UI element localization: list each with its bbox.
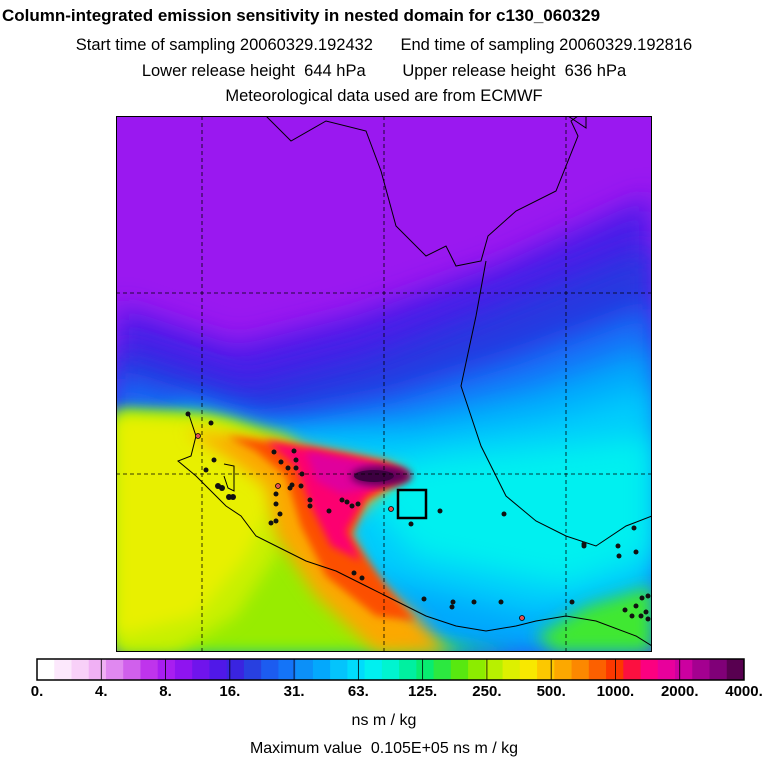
colorbar-cell — [519, 659, 538, 680]
colorbar-cell — [192, 659, 210, 680]
colorbar-cell — [37, 659, 55, 680]
colorbar-tick-label: 250. — [472, 683, 502, 700]
colorbar-cell — [364, 659, 383, 680]
colorbar-cell — [123, 659, 141, 680]
map-frame — [116, 116, 652, 652]
coastlines — [177, 116, 652, 647]
colorbar-cell — [588, 659, 607, 680]
colorbar-units: ns m / kg — [351, 712, 417, 729]
colorbar-tick-label: 8. — [159, 683, 172, 700]
colorbar-cell — [709, 659, 728, 680]
colorbar-cell — [640, 659, 659, 680]
colorbar-cell — [278, 659, 297, 680]
colorbar-cells — [36, 659, 745, 680]
colorbar-cell — [140, 659, 159, 680]
colorbar-cell — [502, 659, 521, 680]
colorbar-cell — [571, 659, 590, 680]
colorbar-cell — [243, 659, 262, 680]
chart-title: Column-integrated emission sensitivity i… — [2, 6, 601, 25]
colorbar-cell — [554, 659, 573, 680]
colorbar-cell — [54, 659, 72, 680]
colorbar-cell — [261, 659, 279, 680]
station-points-highlight — [195, 433, 525, 621]
colorbar-cell — [330, 659, 348, 680]
colorbar-cell — [485, 659, 504, 680]
station-points — [185, 411, 651, 622]
colorbar-cell — [675, 659, 693, 680]
colorbar-cell — [209, 659, 228, 680]
colorbar-cell — [692, 659, 711, 680]
colorbar-cell — [381, 659, 400, 680]
colorbar-tick-label: 0. — [30, 683, 44, 700]
release-height-line: Lower release height 644 hPa Upper relea… — [141, 62, 627, 80]
colorbar-frame — [36, 658, 745, 681]
colorbar-cell — [174, 659, 193, 680]
colorbar-tick-label: 2000. — [660, 683, 699, 700]
receptor-box — [396, 488, 428, 520]
colorbar-tick-label: 125. — [408, 683, 438, 700]
meteorology-line: Meteorological data used are from ECMWF — [225, 87, 543, 105]
colorbar-tick-label: 4. — [95, 683, 108, 700]
colorbar-cell — [537, 659, 555, 680]
colorbar-tick-label: 63. — [347, 683, 369, 700]
colorbar-cell — [88, 659, 107, 680]
gridlines — [116, 116, 652, 652]
colorbar-cell — [399, 659, 417, 680]
colorbar-cell — [295, 659, 314, 680]
colorbar-cell — [347, 659, 366, 680]
colorbar-cell — [71, 659, 90, 680]
colorbar-cell — [416, 659, 435, 680]
maximum-value-text: Maximum value 0.105E+05 ns m / kg — [249, 740, 519, 757]
colorbar-tick-label: 4000. — [725, 683, 763, 700]
colorbar-cell — [726, 659, 745, 680]
colorbar-cell — [226, 659, 245, 680]
colorbar-cell — [312, 659, 331, 680]
colorbar-cell — [157, 659, 176, 680]
colorbar-cell — [657, 659, 676, 680]
colorbar-tick-label: 1000. — [596, 683, 635, 700]
colorbar-cell — [433, 659, 452, 680]
colorbar-cell — [623, 659, 642, 680]
sampling-time-line: Start time of sampling 20060329.192432 E… — [75, 36, 693, 54]
colorbar-cell — [450, 659, 469, 680]
colorbar-cell — [468, 659, 486, 680]
colorbar-tick-label: 500. — [536, 683, 566, 700]
colorbar — [36, 658, 745, 681]
colorbar-cell — [105, 659, 124, 680]
emission-sensitivity-map — [116, 116, 652, 652]
colorbar-tick-label: 16. — [219, 683, 241, 700]
colorbar-cell — [606, 659, 624, 680]
colorbar-tick-label: 31. — [283, 683, 305, 700]
